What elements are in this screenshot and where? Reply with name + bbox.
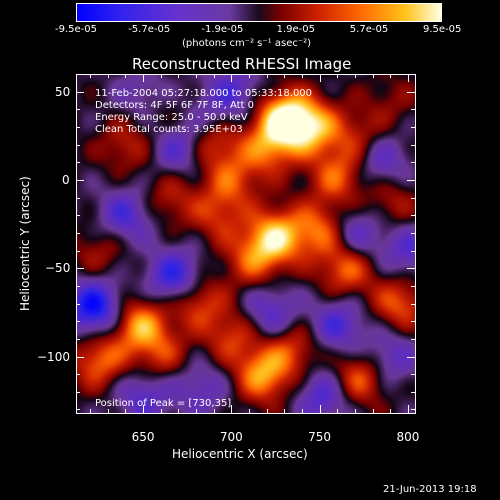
y-axis-label: Heliocentric Y (arcsec) — [18, 175, 32, 311]
chart-title: Reconstructed RHESSI Image — [132, 55, 352, 73]
annotation-clean: Clean Total counts: 3.95E+03 — [95, 124, 243, 135]
colorbar-tick-label: -9.5e-05 — [55, 24, 97, 35]
plot-frame — [76, 74, 416, 414]
y-tick-label: −100 — [37, 349, 70, 364]
x-tick-label: 700 — [219, 430, 243, 444]
footer-timestamp: 21-Jun-2013 19:18 — [383, 484, 477, 495]
x-tick-label: 750 — [308, 430, 332, 444]
colorbar-tick-label: -1.9e-05 — [201, 24, 244, 35]
y-tick-label: 0 — [62, 172, 70, 187]
x-tick-label: 650 — [131, 430, 155, 444]
peak-position-label: Position of Peak = [730,35] — [95, 398, 232, 409]
colorbar-unit-label: (photons cm⁻² s⁻¹ asec⁻²) — [182, 38, 312, 49]
x-axis-label: Heliocentric X (arcsec) — [172, 447, 308, 461]
colorbar — [76, 3, 442, 22]
y-tick-label: −50 — [45, 261, 71, 276]
colorbar-tick-label: 1.9e-05 — [276, 24, 315, 35]
colorbar-tick-label: 9.5e-05 — [423, 24, 462, 35]
colorbar-tick-label: 5.7e-05 — [349, 24, 389, 35]
annotation-time: 11-Feb-2004 05:27:18.000 to 05:33:18.000 — [95, 88, 313, 99]
annotation-detectors: Detectors: 4F 5F 6F 7F 8F, Att 0 — [95, 100, 255, 111]
y-tick-label: 50 — [55, 84, 71, 99]
heatmap-image — [76, 74, 415, 413]
colorbar-tick-label: -5.7e-05 — [128, 24, 171, 35]
annotation-energy: Energy Range: 25.0 - 50.0 keV — [95, 112, 248, 123]
x-tick-label: 800 — [396, 430, 420, 444]
